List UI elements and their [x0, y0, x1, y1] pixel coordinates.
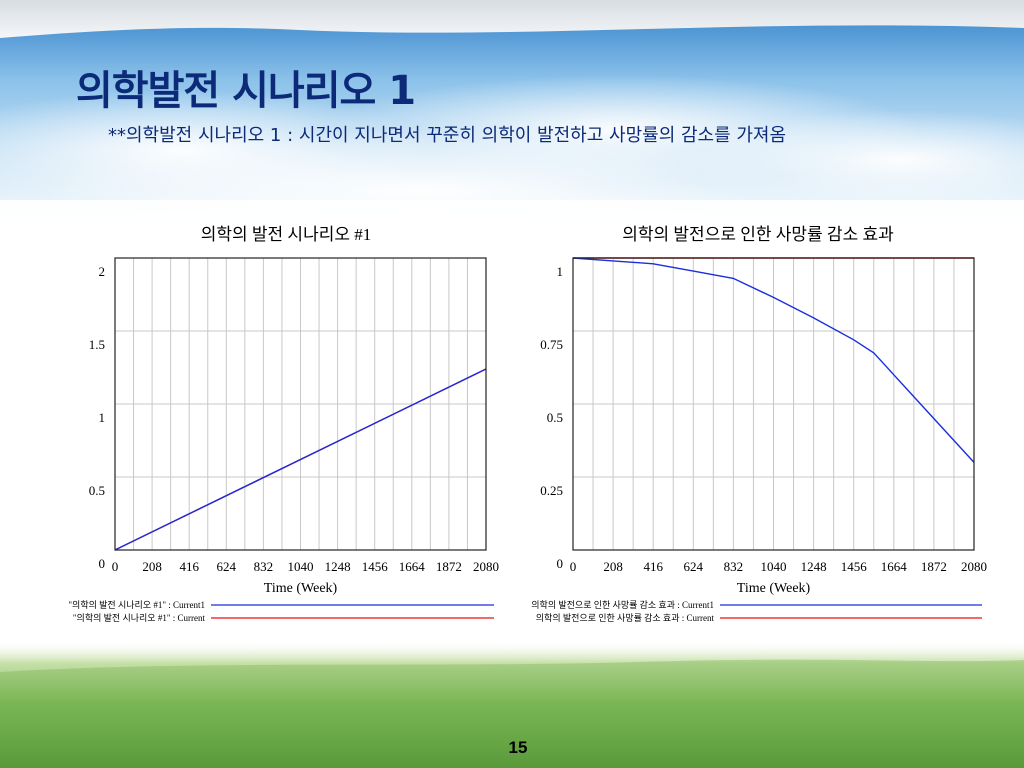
slide-title: 의학발전 시나리오 1 — [76, 68, 416, 114]
y-tick-label: 1 — [99, 410, 106, 425]
x-tick-label: 1872 — [436, 559, 462, 574]
x-tick-label: 0 — [570, 559, 577, 574]
chart-medical-advance: 의학의 발전 시나리오 #1 0 208 416 624 832 1040 1248 1456 1… — [68, 225, 499, 623]
y-tick-label: 0.5 — [547, 410, 563, 425]
x-tick-label: 208 — [142, 559, 162, 574]
y-tick-label: 1.5 — [89, 337, 105, 352]
legend-label: 의학의 발전으로 인한 사망률 감소 효과 : Current1 — [531, 599, 714, 610]
x-tick-label: 416 — [643, 559, 663, 574]
x-tick-label: 416 — [179, 559, 199, 574]
x-tick-label: 1456 — [841, 559, 868, 574]
x-axis-label: Time (Week) — [737, 581, 811, 596]
legend-label: "의학의 발전 시나리오 #1" : Current1 — [68, 600, 205, 610]
plot-border — [572, 257, 975, 551]
x-tick-label: 1040 — [761, 559, 787, 574]
page-number: 15 — [508, 738, 528, 757]
x-tick-label: 1248 — [801, 559, 827, 574]
y-tick-label: 0 — [99, 556, 106, 571]
legend-label: "의학의 발전 시나리오 #1" : Current — [73, 613, 206, 623]
x-tick-label: 1456 — [362, 559, 389, 574]
y-tick-label: 0 — [557, 556, 564, 571]
plot-border — [114, 257, 487, 551]
x-tick-label: 832 — [254, 559, 274, 574]
x-tick-label: 2080 — [961, 559, 987, 574]
x-tick-label: 624 — [217, 559, 237, 574]
y-tick-label: 0.75 — [540, 337, 563, 352]
series-line — [572, 257, 975, 463]
series-line — [114, 368, 487, 551]
x-tick-label: 1664 — [399, 559, 426, 574]
chart-title: 의학의 발전 시나리오 #1 — [201, 225, 372, 244]
x-axis-label: Time (Week) — [264, 581, 338, 596]
y-tick-label: 1 — [557, 264, 564, 279]
chart-title: 의학의 발전으로 인한 사망률 감소 효과 — [622, 225, 894, 244]
x-tick-label: 208 — [603, 559, 623, 574]
x-tick-label: 0 — [112, 559, 119, 574]
y-tick-label: 0.5 — [89, 483, 105, 498]
chart-mortality-reduction: 의학의 발전으로 인한 사망률 감소 효과0 208 416 624 832 1040 12… — [531, 225, 987, 623]
x-tick-label: 1040 — [288, 559, 314, 574]
legend-label: 의학의 발전으로 인한 사망률 감소 효과 : Current — [536, 612, 715, 623]
x-tick-label: 624 — [684, 559, 704, 574]
x-tick-label: 1248 — [325, 559, 351, 574]
slide-subtitle: **의학발전 시나리오 1 : 시간이 지나면서 꾸준히 의학이 발전하고 사망… — [108, 125, 787, 146]
x-tick-label: 1664 — [881, 559, 908, 574]
y-tick-label: 0.25 — [540, 483, 563, 498]
y-tick-label: 2 — [99, 264, 106, 279]
x-tick-label: 2080 — [473, 559, 499, 574]
x-tick-label: 1872 — [921, 559, 947, 574]
x-tick-label: 832 — [724, 559, 744, 574]
